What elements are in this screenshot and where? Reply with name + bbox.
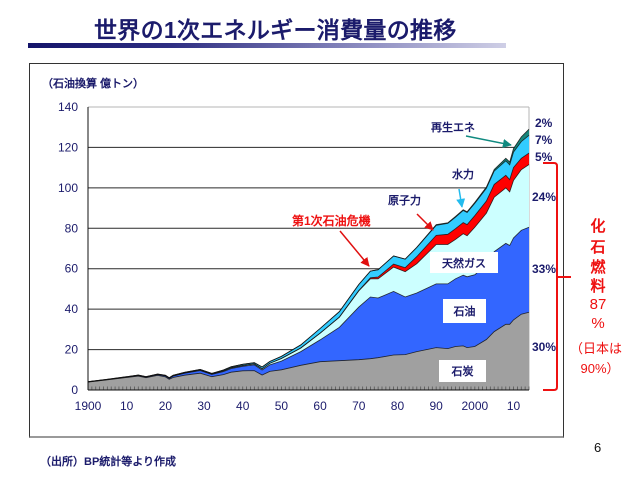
x-tick-label: 2000: [461, 399, 488, 413]
label-box: [443, 299, 486, 323]
slide-title: 世界の1次エネルギー消費量の推移: [94, 17, 457, 43]
series-label-nuclear: 原子力: [388, 193, 421, 207]
fossil-share-unit: %: [591, 315, 604, 332]
series-label-coal: 石炭: [439, 360, 486, 382]
renewables-arrow: [465, 135, 512, 148]
share-label-nuclear: 5%: [535, 150, 553, 164]
nuclear-arrow: [416, 213, 434, 231]
label-box: [439, 360, 486, 382]
chart-frame: [29, 63, 564, 438]
label-text: 天然ガス: [442, 256, 486, 270]
series-label-oil: 石油: [443, 299, 486, 323]
x-tick-label: 60: [313, 399, 327, 413]
japan-note-line2: 90%）: [580, 361, 619, 376]
oil-crisis-annotation: 第1次石油危機: [292, 213, 371, 228]
x-tick-label: 90: [429, 399, 443, 413]
x-tick-label: 10: [507, 399, 521, 413]
area-oil: [88, 227, 529, 383]
area-edge-renewables: [87, 128, 530, 383]
y-tick-label: 120: [58, 140, 78, 154]
series-label-natural-gas: 天然ガス: [430, 252, 498, 273]
x-tick-label: 50: [275, 399, 289, 413]
stacked-areas: [88, 129, 529, 390]
series-label-renewables: 再生エネ: [431, 120, 475, 134]
hydro-arrow: [456, 188, 466, 208]
label-text: 石油: [453, 304, 476, 318]
y-tick-label: 140: [58, 100, 78, 114]
x-tick-label: 1900: [75, 399, 102, 413]
fossil-label-char: 化: [590, 217, 605, 235]
area-edges: [87, 128, 530, 383]
x-tick-label: 20: [159, 399, 173, 413]
x-tick-label: 70: [352, 399, 366, 413]
y-tick-label: 80: [65, 221, 79, 235]
y-tick-label: 0: [71, 383, 78, 397]
area-edge-coal: [87, 311, 530, 383]
y-tick-label: 100: [58, 181, 78, 195]
share-label-oil: 33%: [532, 262, 556, 276]
y-tick-label: 40: [65, 302, 79, 316]
area-coal: [88, 312, 529, 390]
label-box: [430, 252, 498, 273]
fossil-fuel-bracket: [543, 162, 571, 391]
y-tick-label: 20: [65, 343, 79, 357]
share-label-natural-gas: 24%: [532, 190, 556, 204]
x-tick-label: 10: [120, 399, 134, 413]
series-label-hydro: 水力: [452, 167, 474, 181]
source-note: （出所）BP統計等より作成: [40, 456, 177, 468]
y-axis-unit-label: （石油換算 億トン）: [42, 78, 145, 90]
y-tick-label: 60: [65, 262, 79, 276]
x-tick-label: 30: [197, 399, 211, 413]
x-tick-label: 40: [236, 399, 250, 413]
title-underline-bar: [28, 43, 506, 48]
fossil-share-value: 87: [590, 296, 607, 313]
fossil-label-char: 燃: [590, 258, 606, 276]
japan-note-line1: （日本は: [570, 341, 622, 356]
x-tick-label: 80: [391, 399, 405, 413]
oil-crisis-arrow: [339, 230, 370, 267]
axes: [87, 107, 530, 391]
share-label-coal: 30%: [532, 340, 556, 354]
label-text: 石炭: [451, 364, 474, 378]
share-label-hydro: 7%: [535, 133, 553, 147]
fossil-label-char: 石: [589, 239, 605, 256]
tick-labels: 0 20 40 60 80 100 120 140 1900 10 20 30 40 50 60 70 80 90…: [58, 100, 521, 413]
share-label-renewables: 2%: [535, 116, 553, 130]
page-number: 6: [594, 440, 602, 455]
fossil-label-char: 料: [590, 277, 605, 295]
area-natural-gas: [88, 164, 529, 382]
